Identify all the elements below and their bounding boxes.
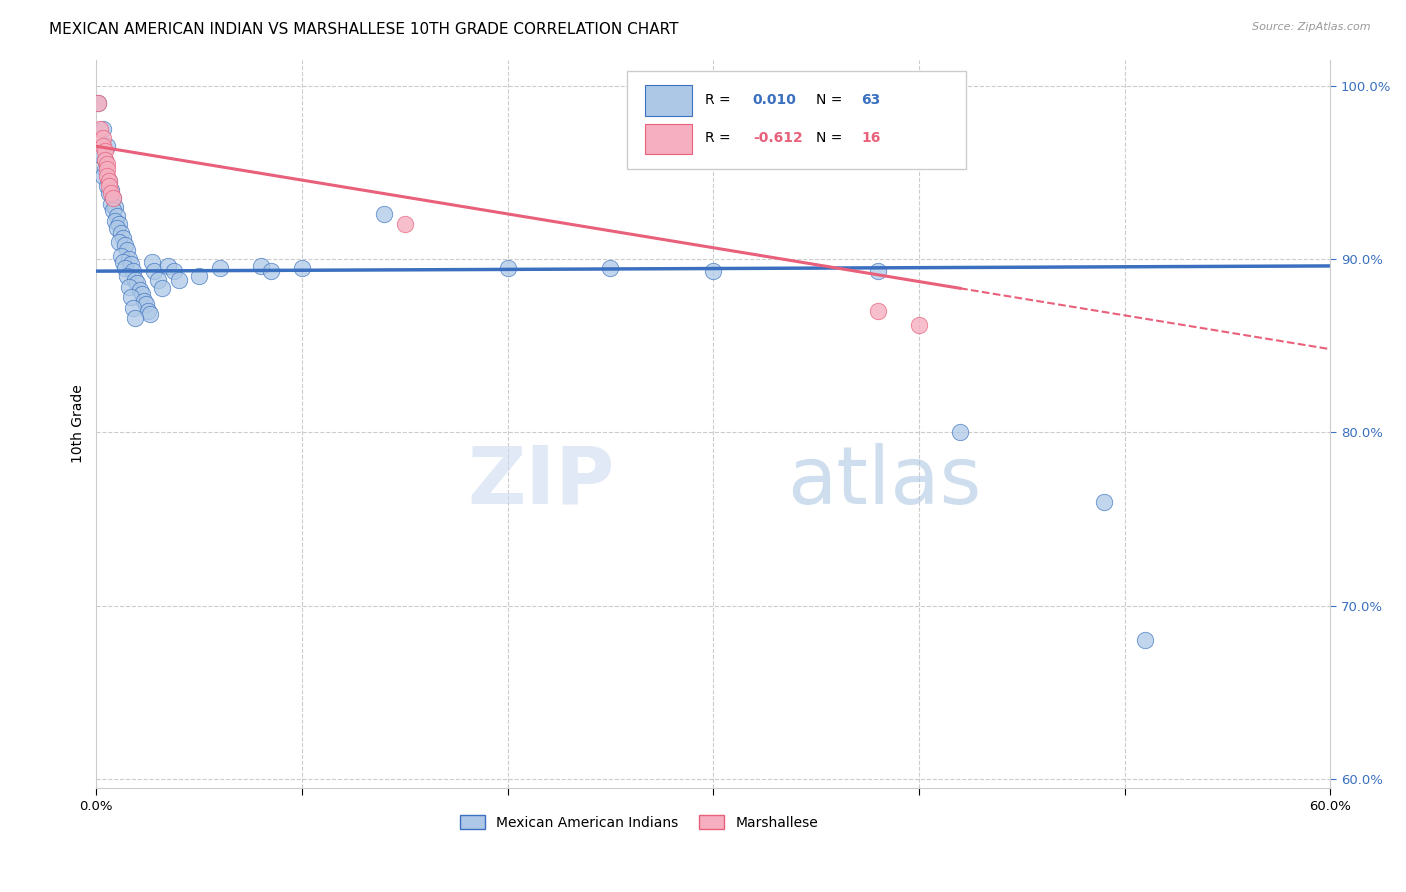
- Point: [122, 264, 145, 278]
- Point: [157, 259, 180, 273]
- Point: [100, 183, 122, 197]
- Text: Source: ZipAtlas.com: Source: ZipAtlas.com: [1253, 22, 1371, 32]
- Point: [101, 191, 124, 205]
- Text: R =: R =: [704, 93, 735, 107]
- Text: N =: N =: [815, 131, 846, 145]
- Point: [96, 169, 118, 183]
- Point: [146, 273, 169, 287]
- Point: [91, 130, 114, 145]
- Text: R =: R =: [704, 131, 735, 145]
- Point: [131, 286, 153, 301]
- Point: [167, 273, 190, 287]
- Point: [128, 283, 150, 297]
- Text: -0.612: -0.612: [752, 131, 803, 145]
- Point: [96, 156, 118, 170]
- Point: [115, 269, 138, 284]
- Point: [136, 304, 159, 318]
- Point: [250, 259, 273, 273]
- Point: [108, 235, 131, 249]
- Point: [124, 310, 146, 325]
- Point: [120, 257, 142, 271]
- Text: 63: 63: [862, 93, 880, 107]
- Y-axis label: 10th Grade: 10th Grade: [72, 384, 86, 463]
- Point: [1092, 494, 1115, 508]
- Point: [91, 122, 114, 136]
- Point: [110, 226, 132, 240]
- Text: MEXICAN AMERICAN INDIAN VS MARSHALLESE 10TH GRADE CORRELATION CHART: MEXICAN AMERICAN INDIAN VS MARSHALLESE 1…: [49, 22, 679, 37]
- Point: [101, 191, 124, 205]
- Point: [105, 220, 128, 235]
- Point: [118, 279, 141, 293]
- Point: [93, 161, 115, 176]
- Text: N =: N =: [815, 93, 846, 107]
- Point: [1133, 633, 1156, 648]
- Point: [89, 148, 111, 162]
- Text: 0.010: 0.010: [752, 93, 797, 107]
- Point: [866, 304, 889, 318]
- Point: [150, 281, 173, 295]
- Point: [114, 260, 136, 275]
- Point: [93, 145, 115, 159]
- Point: [87, 95, 110, 110]
- Point: [100, 186, 122, 200]
- Point: [87, 95, 110, 110]
- Point: [97, 179, 120, 194]
- Point: [101, 203, 124, 218]
- Point: [208, 260, 231, 275]
- Point: [118, 252, 141, 266]
- Point: [110, 248, 132, 262]
- Point: [97, 174, 120, 188]
- Point: [112, 231, 135, 245]
- FancyBboxPatch shape: [645, 85, 692, 116]
- FancyBboxPatch shape: [645, 124, 692, 154]
- Point: [141, 255, 163, 269]
- Point: [291, 260, 314, 275]
- Point: [105, 209, 128, 223]
- Point: [702, 264, 724, 278]
- Point: [108, 217, 131, 231]
- Point: [96, 139, 118, 153]
- Point: [394, 217, 416, 231]
- Point: [142, 264, 165, 278]
- Point: [115, 244, 138, 258]
- Point: [260, 264, 283, 278]
- Point: [124, 273, 146, 287]
- Point: [114, 238, 136, 252]
- FancyBboxPatch shape: [627, 70, 966, 169]
- Point: [908, 318, 931, 332]
- Point: [96, 161, 118, 176]
- Point: [120, 290, 142, 304]
- Legend: Mexican American Indians, Marshallese: Mexican American Indians, Marshallese: [454, 810, 824, 836]
- Point: [89, 122, 111, 136]
- Point: [96, 179, 118, 194]
- Point: [91, 169, 114, 183]
- Point: [100, 196, 122, 211]
- Point: [104, 200, 127, 214]
- Point: [122, 301, 145, 315]
- Point: [373, 207, 395, 221]
- Point: [93, 153, 115, 168]
- Point: [104, 214, 127, 228]
- Point: [139, 308, 162, 322]
- Point: [188, 269, 211, 284]
- Text: 16: 16: [862, 131, 880, 145]
- Point: [866, 264, 889, 278]
- Text: ZIP: ZIP: [467, 443, 614, 521]
- Point: [496, 260, 519, 275]
- Point: [97, 186, 120, 200]
- Point: [93, 153, 115, 168]
- Point: [949, 425, 972, 440]
- Point: [135, 297, 157, 311]
- Point: [599, 260, 621, 275]
- Point: [91, 139, 114, 153]
- Point: [127, 277, 149, 291]
- Point: [163, 264, 186, 278]
- Point: [97, 174, 120, 188]
- Point: [112, 255, 135, 269]
- Text: atlas: atlas: [787, 443, 981, 521]
- Point: [132, 293, 155, 308]
